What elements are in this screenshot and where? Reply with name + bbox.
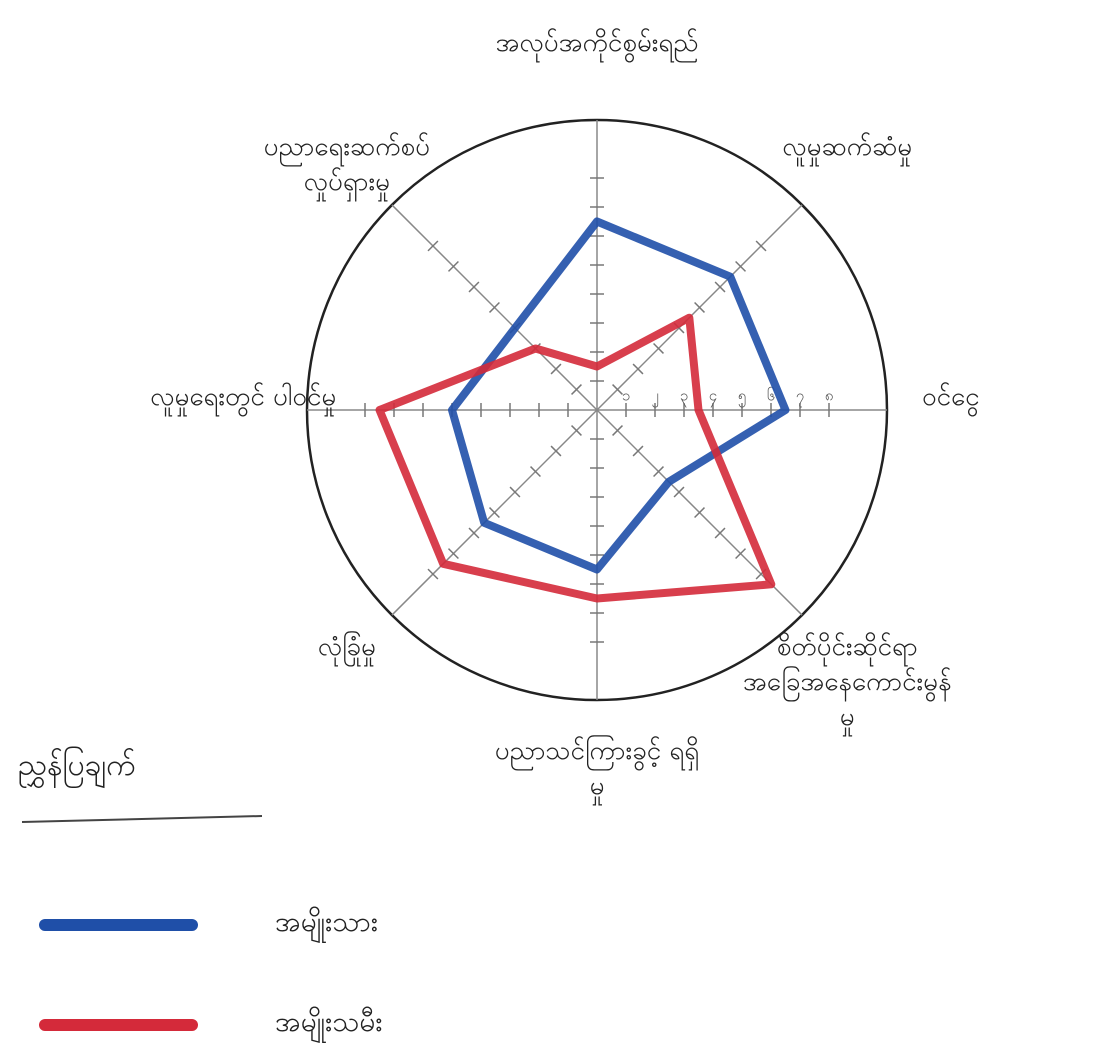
tick-label: ၃ [680, 387, 688, 408]
category-label: စိတ်ပိုင်းဆိုင်ရာ အခြေအနေကောင်းမွန်မှု [742, 632, 952, 733]
tick-mark [488, 507, 500, 519]
tick-mark [735, 260, 747, 272]
tick-mark [550, 445, 562, 457]
tick-mark [447, 260, 459, 272]
tick-label: ၂ [651, 387, 658, 408]
tick-mark [673, 486, 685, 498]
tick-mark [612, 425, 623, 436]
category-label: ပညာသင်ကြားခွင့် ရရှိမှု [494, 735, 700, 801]
category-label: ပညာရေးဆက်စပ် လှုပ်ရှားမှု [263, 131, 430, 197]
tick-label: ၆ [767, 387, 775, 405]
tick-mark [488, 301, 500, 313]
tick-label: ၅ [738, 387, 746, 408]
category-label: လူမှုဆက်ဆံမှု [782, 131, 913, 162]
tick-mark [714, 527, 726, 539]
legend-label: အမျိုးသမီး [275, 1005, 383, 1038]
tick-mark [653, 343, 664, 354]
legend-underline [21, 815, 263, 823]
tick-mark [632, 445, 644, 457]
tick-mark [755, 240, 767, 252]
tick-mark [714, 281, 726, 293]
category-label: လူမှုရေးတွင် ပါဝင်မှု [150, 382, 337, 412]
tick-label: ၈ [825, 387, 834, 405]
tick-mark [550, 363, 562, 375]
series-line [448, 217, 790, 574]
tick-mark [694, 507, 706, 519]
tick-mark [468, 281, 480, 293]
category-label: လုံခြုံမှု [317, 632, 376, 663]
legend-title: ညွှန်ပြချက် [18, 748, 136, 783]
tick-mark [612, 384, 623, 395]
tick-mark [427, 568, 439, 580]
tick-mark [632, 363, 644, 375]
series-line [375, 313, 776, 603]
tick-label: ၇ [796, 387, 804, 408]
tick-mark [571, 384, 582, 395]
tick-mark [735, 548, 747, 560]
tick-mark [509, 486, 521, 498]
tick-mark [447, 548, 459, 560]
category-label: အလုပ်အကိုင်စွမ်းရည် [495, 28, 699, 59]
tick-mark [468, 527, 480, 539]
tick-mark [694, 301, 706, 313]
tick-mark [427, 240, 439, 252]
tick-label: ၁ [622, 387, 630, 405]
tick-mark [530, 466, 541, 477]
category-label: ဝင်ငွေ [922, 382, 980, 412]
tick-mark [653, 466, 664, 477]
tick-label: ၄ [709, 387, 717, 408]
legend-label: အမျိုးသား [275, 905, 378, 938]
tick-mark [571, 425, 582, 436]
